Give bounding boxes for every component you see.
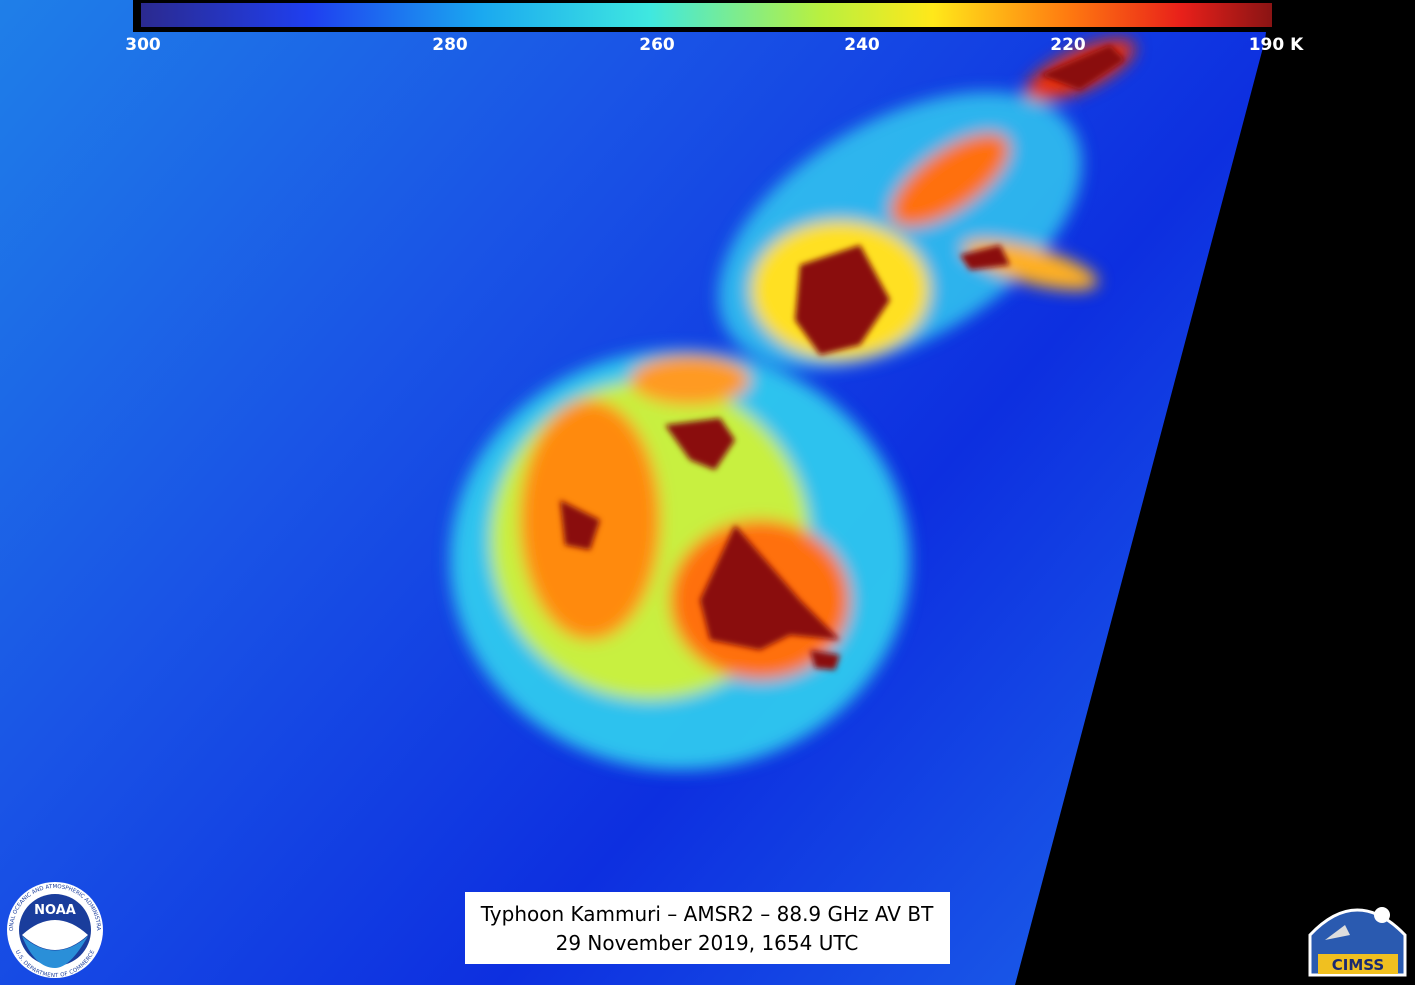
caption-title: Typhoon Kammuri – AMSR2 – 88.9 GHz AV BT (480, 902, 934, 926)
colorbar-tick-label: 260 (639, 35, 675, 55)
noaa-text: NOAA (34, 903, 76, 918)
colorbar-tick-label: 190 K (1249, 35, 1304, 55)
caption-date: 29 November 2019, 1654 UTC (556, 931, 859, 955)
cimss-logo: CIMSS (1308, 907, 1407, 977)
colorbar-tick-label: 240 (844, 35, 880, 55)
caption-box: Typhoon Kammuri – AMSR2 – 88.9 GHz AV BT… (465, 892, 950, 964)
colorbar-ticks: 300 280 260 240 220 190 K (125, 27, 1304, 55)
colorbar-tick-label: 300 (125, 35, 161, 55)
colorbar (141, 3, 1272, 27)
cimss-text: CIMSS (1332, 956, 1384, 974)
colorbar-tick-label: 280 (432, 35, 468, 55)
colorbar-tick-label: 220 (1050, 35, 1086, 55)
